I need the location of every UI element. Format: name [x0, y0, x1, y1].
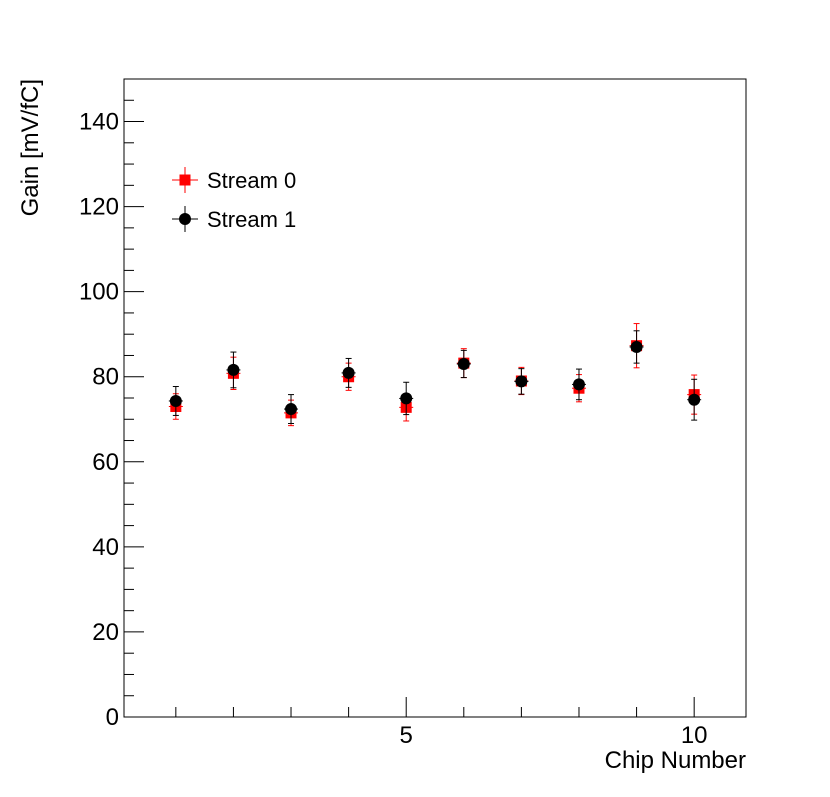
data-point: [572, 378, 585, 391]
series-1: [168, 330, 702, 425]
data-point: [630, 340, 643, 353]
x-axis-label: Chip Number: [605, 747, 746, 774]
y-tick-label: 120: [79, 194, 119, 221]
data-point: [342, 366, 355, 379]
y-axis-label: Gain [mV/fC]: [17, 79, 44, 216]
legend-label: Stream 0: [207, 168, 296, 193]
legend-label: Stream 1: [207, 207, 296, 232]
y-tick-label: 20: [92, 619, 119, 646]
data-point: [227, 363, 240, 376]
legend-entry: Stream 1: [172, 206, 296, 232]
data-point: [688, 393, 701, 406]
y-tick-label: 100: [79, 279, 119, 306]
y-tick-label: 40: [92, 534, 119, 561]
legend-entry: Stream 0: [172, 167, 296, 193]
x-tick-label: 10: [681, 722, 708, 749]
data-point: [400, 392, 413, 405]
legend: Stream 0 Stream 1: [172, 167, 296, 232]
y-tick-label: 60: [92, 449, 119, 476]
x-tick-label: 5: [400, 722, 413, 749]
y-tick-label: 140: [79, 109, 119, 136]
data-point: [285, 403, 298, 416]
data-point: [169, 394, 182, 407]
y-tick-label: 0: [106, 704, 119, 731]
series-0: [168, 323, 702, 427]
data-point: [457, 357, 470, 370]
y-axis-ticks: 0 20 40 60 80 100 120 140: [79, 78, 144, 731]
y-tick-label: 80: [92, 364, 119, 391]
data-point: [515, 375, 528, 388]
x-axis-ticks: 5 10: [175, 697, 708, 749]
data-series: [168, 323, 702, 427]
legend-marker: [179, 213, 191, 225]
legend-marker: [179, 174, 191, 186]
